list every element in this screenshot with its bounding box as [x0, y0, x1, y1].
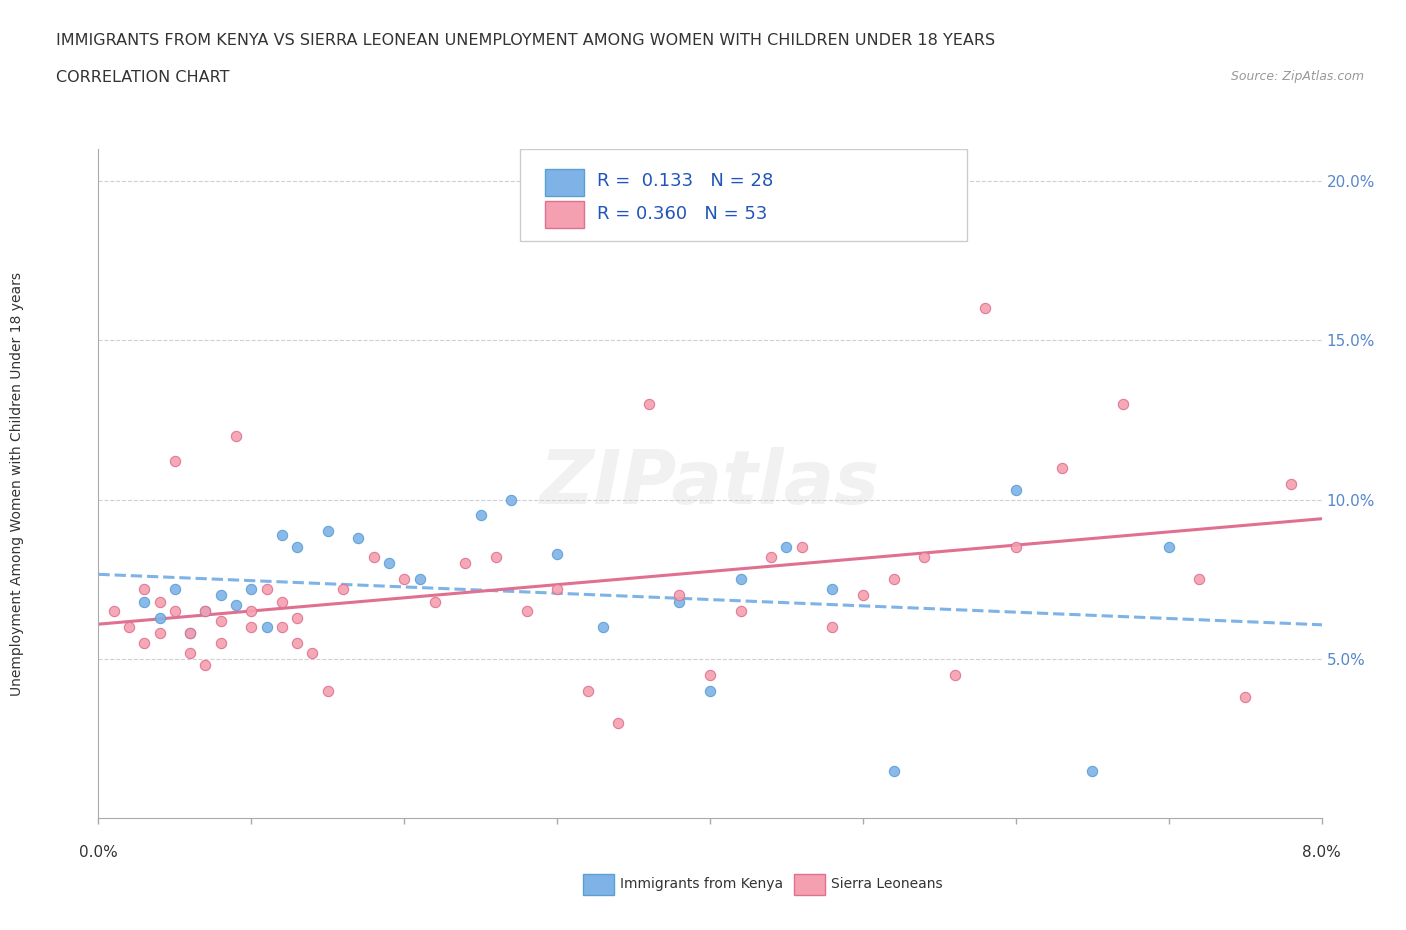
Point — [179, 626, 201, 641]
Point — [1050, 460, 1073, 475]
Point — [1004, 483, 1026, 498]
Point — [423, 594, 446, 609]
Point — [194, 604, 217, 618]
Point — [149, 626, 172, 641]
Point — [240, 619, 263, 634]
Point — [256, 619, 278, 634]
Point — [225, 597, 247, 612]
Point — [285, 610, 308, 625]
Point — [821, 619, 844, 634]
Point — [1279, 476, 1302, 491]
Text: Source: ZipAtlas.com: Source: ZipAtlas.com — [1230, 70, 1364, 83]
Point — [194, 604, 217, 618]
Point — [1157, 540, 1180, 555]
Point — [1234, 690, 1257, 705]
Point — [209, 635, 232, 650]
Point — [363, 550, 385, 565]
Text: ZIPatlas: ZIPatlas — [540, 447, 880, 520]
Point — [912, 550, 935, 565]
Point — [1081, 764, 1104, 778]
Text: Unemployment Among Women with Children Under 18 years: Unemployment Among Women with Children U… — [10, 272, 24, 696]
Point — [134, 594, 156, 609]
Text: CORRELATION CHART: CORRELATION CHART — [56, 70, 229, 85]
Point — [1188, 572, 1211, 587]
Text: R = 0.360   N = 53: R = 0.360 N = 53 — [598, 206, 768, 223]
Point — [668, 594, 690, 609]
FancyBboxPatch shape — [546, 169, 583, 195]
Point — [240, 604, 263, 618]
Point — [1004, 540, 1026, 555]
Point — [821, 581, 844, 596]
Point — [470, 508, 492, 523]
Point — [501, 492, 523, 507]
Point — [546, 546, 568, 561]
Point — [378, 556, 401, 571]
Point — [852, 588, 875, 603]
Point — [225, 429, 247, 444]
Point — [668, 588, 690, 603]
Point — [454, 556, 477, 571]
Point — [240, 581, 263, 596]
Point — [163, 454, 186, 469]
Point — [592, 619, 614, 634]
Point — [759, 550, 782, 565]
Point — [270, 619, 294, 634]
Point — [790, 540, 813, 555]
Point — [974, 300, 997, 315]
Point — [118, 619, 141, 634]
Point — [730, 604, 752, 618]
Point — [134, 581, 156, 596]
Point — [883, 572, 905, 587]
Point — [209, 613, 232, 628]
Text: Immigrants from Kenya: Immigrants from Kenya — [620, 877, 783, 892]
Point — [149, 610, 172, 625]
FancyBboxPatch shape — [520, 149, 967, 241]
Point — [775, 540, 797, 555]
Point — [392, 572, 416, 587]
Point — [576, 684, 599, 698]
Point — [103, 604, 125, 618]
Point — [316, 684, 339, 698]
Point — [347, 530, 370, 545]
Point — [194, 658, 217, 672]
Point — [163, 604, 186, 618]
Point — [134, 635, 156, 650]
Point — [270, 527, 294, 542]
Point — [285, 635, 308, 650]
Point — [1341, 429, 1364, 444]
FancyBboxPatch shape — [546, 201, 583, 228]
Point — [270, 594, 294, 609]
Text: R =  0.133   N = 28: R = 0.133 N = 28 — [598, 172, 773, 190]
Point — [699, 668, 721, 683]
Point — [179, 645, 201, 660]
Point — [179, 626, 201, 641]
Point — [607, 715, 630, 730]
Point — [883, 764, 905, 778]
Point — [943, 668, 966, 683]
Text: 0.0%: 0.0% — [79, 845, 118, 860]
Point — [149, 594, 172, 609]
Point — [1112, 396, 1135, 411]
Point — [730, 572, 752, 587]
Point — [209, 588, 232, 603]
Point — [163, 581, 186, 596]
Point — [301, 645, 323, 660]
Point — [256, 581, 278, 596]
Point — [408, 572, 430, 587]
Point — [699, 684, 721, 698]
Point — [316, 524, 339, 538]
Text: 8.0%: 8.0% — [1302, 845, 1341, 860]
Text: IMMIGRANTS FROM KENYA VS SIERRA LEONEAN UNEMPLOYMENT AMONG WOMEN WITH CHILDREN U: IMMIGRANTS FROM KENYA VS SIERRA LEONEAN … — [56, 33, 995, 47]
Text: Sierra Leoneans: Sierra Leoneans — [831, 877, 942, 892]
Point — [332, 581, 354, 596]
Point — [637, 396, 661, 411]
Point — [546, 581, 568, 596]
Point — [516, 604, 538, 618]
Point — [285, 540, 308, 555]
Point — [485, 550, 508, 565]
